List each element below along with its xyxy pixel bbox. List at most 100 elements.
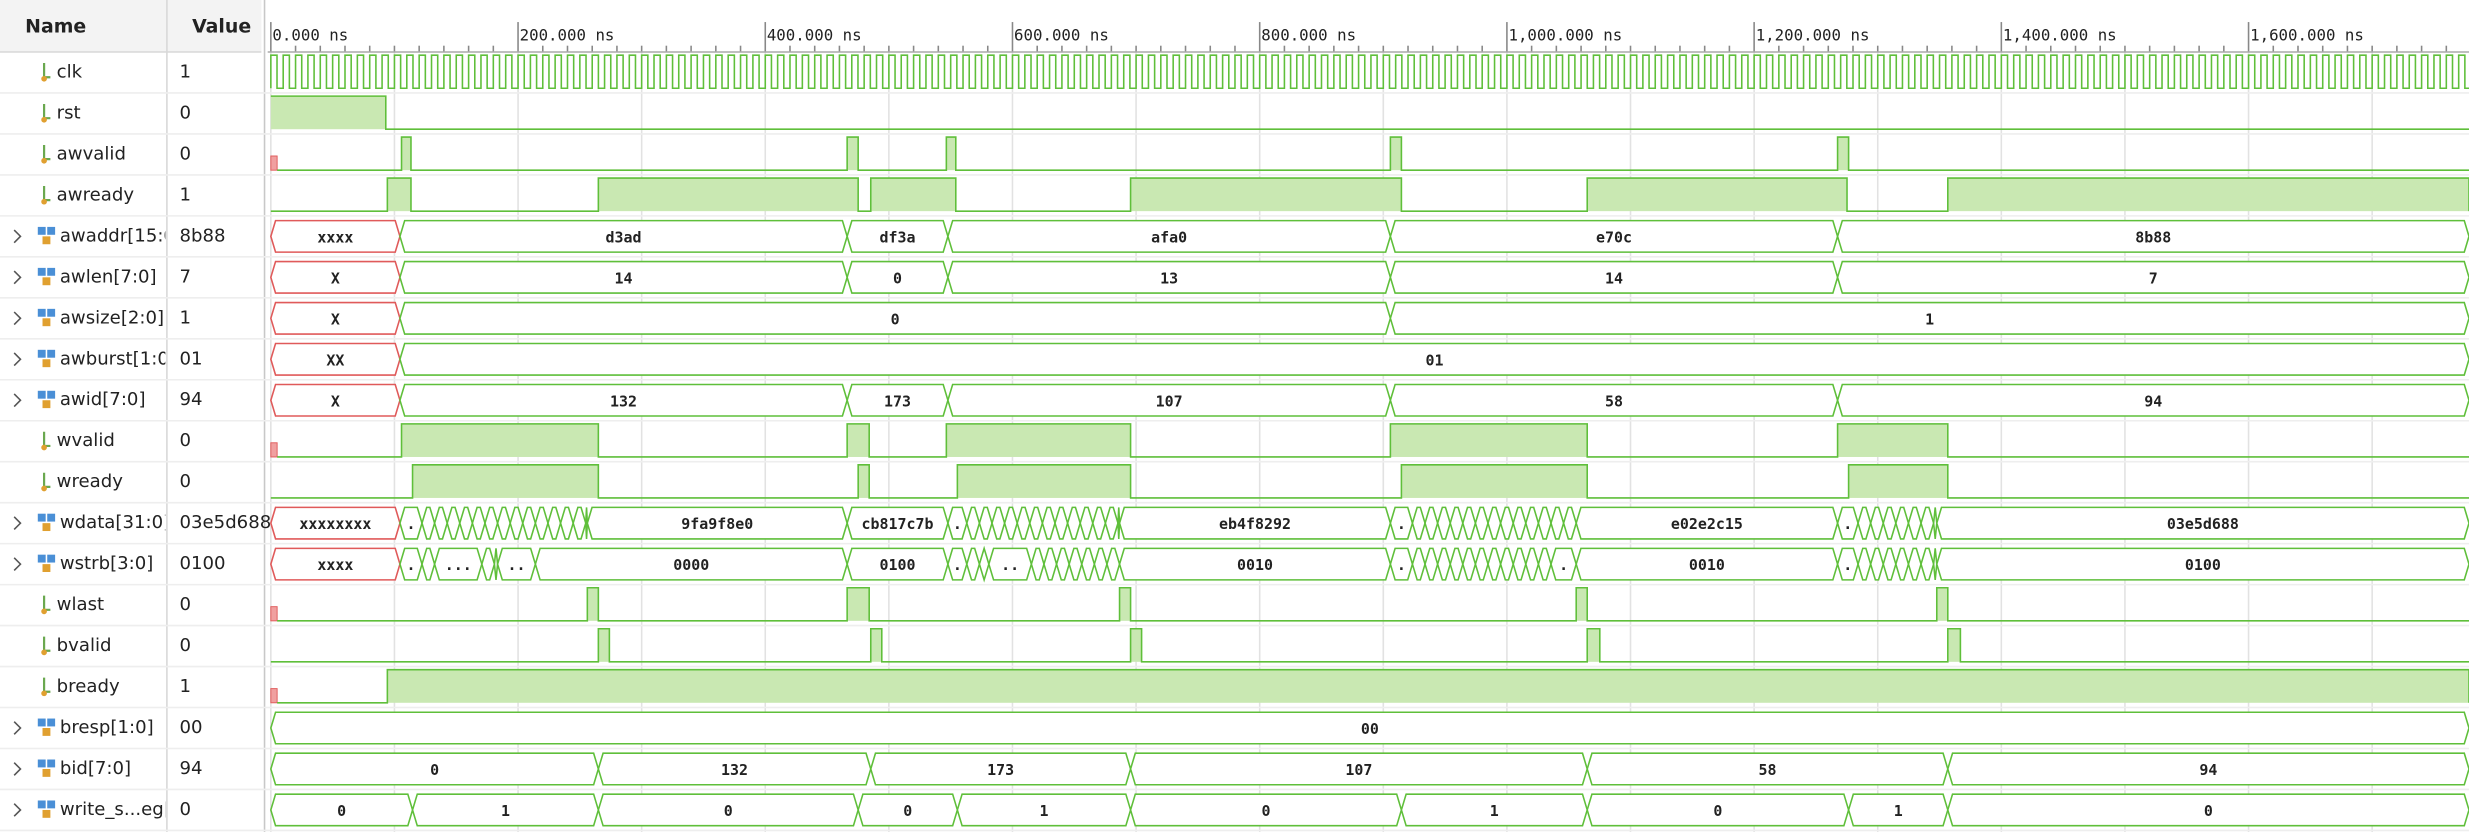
signal-name[interactable]: bresp[1:0] — [60, 717, 154, 738]
bus-label: 0 — [1261, 802, 1270, 820]
high-level — [387, 178, 411, 212]
signal-name[interactable]: bid[7:0] — [60, 758, 131, 779]
high-level — [1401, 464, 1588, 498]
signal-value: 03e5d688 — [180, 512, 272, 533]
signal-name[interactable]: rst — [57, 102, 81, 123]
signal-icon — [37, 554, 56, 572]
bus-label: 94 — [2199, 761, 2217, 779]
bit-wave — [277, 423, 2469, 458]
expand-arrow[interactable] — [13, 352, 22, 367]
signal-icon — [41, 677, 51, 697]
high-level — [858, 464, 870, 498]
bus-label: 107 — [1345, 761, 1372, 779]
expand-arrow[interactable] — [13, 311, 22, 326]
bus-label: 1 — [1925, 310, 1934, 328]
bus-label: 14 — [615, 269, 633, 287]
bus-segment — [1389, 301, 2469, 335]
bus-label: 03e5d688 — [2167, 515, 2239, 533]
bus-label: 0 — [2204, 802, 2213, 820]
bus-icon — [37, 800, 46, 809]
expand-arrow[interactable] — [13, 516, 22, 531]
high-level — [598, 628, 610, 662]
signal-value: 1 — [180, 307, 192, 328]
bus-label: 0 — [903, 802, 912, 820]
signal-name[interactable]: clk — [57, 61, 83, 82]
expand-arrow[interactable] — [13, 762, 22, 776]
bus-label: 0 — [430, 761, 439, 779]
high-level — [1130, 178, 1402, 212]
signal-name[interactable]: write_s...eg[1:0] — [60, 799, 207, 820]
signal-value: 01 — [180, 348, 203, 369]
signal-icon — [41, 185, 51, 205]
signal-name[interactable]: wready — [57, 471, 124, 492]
signal-name[interactable]: wlast — [57, 594, 104, 615]
bus-label: df3a — [880, 228, 916, 246]
signal-name[interactable]: wstrb[3:0] — [60, 553, 154, 574]
bus-label: 7 — [2149, 269, 2158, 287]
bit-wave — [270, 464, 2469, 499]
expand-arrow[interactable] — [13, 270, 22, 285]
expand-arrow[interactable] — [13, 229, 22, 244]
signal-value: 1 — [180, 676, 192, 697]
bus-label: afa0 — [1151, 228, 1187, 246]
bit-wave — [277, 136, 2469, 171]
name-header[interactable]: Name — [25, 15, 86, 37]
signal-name[interactable]: awaddr[15:0] — [60, 225, 182, 246]
bus-label: 0 — [891, 310, 900, 328]
signal-name[interactable]: wdata[31:0] — [60, 512, 170, 533]
signal-name[interactable]: bvalid — [57, 635, 112, 656]
time-label: 1,400.000 ns — [2003, 26, 2117, 45]
signal-name[interactable]: awid[7:0] — [60, 389, 146, 410]
bus-label: 58 — [1605, 392, 1623, 410]
bus-label: 00 — [1361, 720, 1379, 738]
signal-name[interactable]: awlen[7:0] — [60, 266, 157, 287]
bus-label: . — [1397, 556, 1406, 574]
signal-value: 0 — [180, 471, 192, 492]
bus-segment — [1946, 793, 2469, 827]
bus-icon — [42, 523, 51, 532]
bus-label: d3ad — [606, 228, 642, 246]
high-level — [1848, 464, 1948, 498]
high-level — [847, 587, 870, 621]
high-level — [847, 137, 859, 171]
bus-label: 1 — [1039, 802, 1048, 820]
bus-label: 1 — [1894, 802, 1903, 820]
bus-icon — [37, 308, 46, 317]
bus-label: X — [331, 310, 340, 328]
expand-arrow[interactable] — [13, 721, 22, 735]
value-header[interactable]: Value — [192, 15, 251, 37]
bit-icon — [41, 649, 47, 656]
expand-arrow[interactable] — [13, 393, 22, 408]
bus-label: xxxxxxxx — [299, 515, 371, 533]
signal-name[interactable]: awsize[2:0] — [60, 307, 164, 328]
expand-arrow[interactable] — [13, 557, 22, 571]
time-label: 600.000 ns — [1014, 26, 1109, 45]
high-level — [1390, 137, 1402, 171]
bus-label: e70c — [1596, 228, 1632, 246]
bus-icon — [37, 267, 46, 276]
high-level — [387, 669, 2469, 703]
signal-icon — [41, 636, 51, 656]
bus-label: .. — [1001, 556, 1019, 574]
unknown-stub — [270, 155, 278, 171]
signal-name[interactable]: awburst[1:0] — [60, 348, 176, 369]
bus-label: ... — [445, 556, 472, 574]
bit-wave — [277, 586, 2469, 622]
bus-label: e02e2c15 — [1671, 515, 1743, 533]
bus-label: 13 — [1160, 269, 1178, 287]
high-level — [946, 137, 956, 171]
signal-name[interactable]: awready — [57, 184, 135, 205]
bus-label: cb817c7b — [862, 515, 934, 533]
bus-label: xxxx — [317, 228, 353, 246]
bit-icon — [41, 198, 47, 205]
bit-icon — [41, 690, 47, 697]
signal-name[interactable]: bready — [57, 676, 120, 697]
expand-arrow[interactable] — [13, 803, 22, 817]
signal-name[interactable]: wvalid — [57, 430, 115, 451]
bus-icon — [42, 359, 51, 368]
bus-icon — [42, 236, 51, 245]
high-level — [1837, 423, 1948, 457]
signal-name[interactable]: awvalid — [57, 143, 126, 164]
bus-icon — [42, 809, 51, 818]
